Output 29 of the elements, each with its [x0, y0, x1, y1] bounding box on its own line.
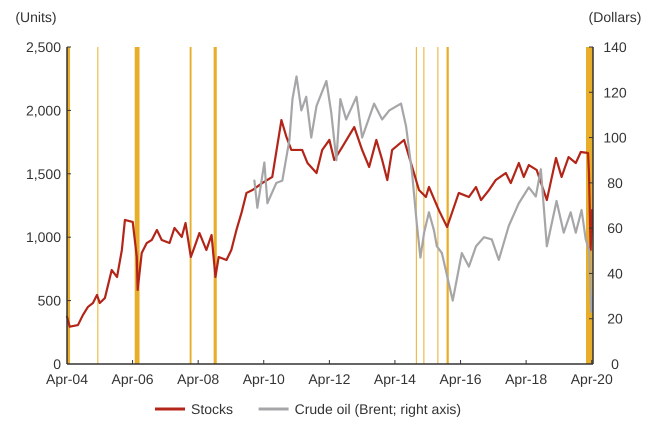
y2-tick-label: 20 [607, 310, 623, 327]
x-tick-label: Apr-12 [308, 371, 351, 387]
x-tick-label: Apr-08 [177, 371, 220, 387]
y-tick-label: 2,000 [26, 102, 62, 118]
y2-tick-label: 40 [607, 265, 623, 282]
y2-tick-label: 140 [603, 39, 627, 55]
x-tick-label: Apr-18 [505, 371, 548, 387]
y-axis-title: (Units) [15, 9, 57, 25]
x-tick-label: Apr-04 [46, 371, 88, 387]
x-tick-label: Apr-14 [374, 371, 416, 387]
y2-tick-label: 0 [611, 356, 620, 372]
x-tick-label: Apr-10 [242, 371, 285, 387]
x-tick-label: Apr-16 [440, 371, 482, 387]
x-tick-label: Apr-20 [570, 371, 613, 387]
y2-tick-label: 100 [603, 130, 627, 146]
legend-label: Stocks [191, 401, 234, 417]
line-series [66, 118, 594, 328]
y-tick-label: 1,000 [26, 229, 62, 246]
y2-tick-label: 80 [607, 174, 623, 191]
legend-label: Crude oil (Brent; right axis) [294, 401, 462, 417]
y-tick-label: 0 [53, 356, 62, 372]
line-series [253, 75, 594, 314]
y-tick-label: 2,500 [26, 39, 62, 55]
y-tick-label: 1,500 [26, 166, 62, 182]
y-tick-label: 500 [38, 292, 62, 309]
y2-tick-label: 120 [603, 84, 627, 100]
y2-tick-label: 60 [607, 220, 623, 236]
x-tick-label: Apr-06 [112, 371, 154, 387]
y2-axis-title: (Dollars) [588, 9, 642, 25]
